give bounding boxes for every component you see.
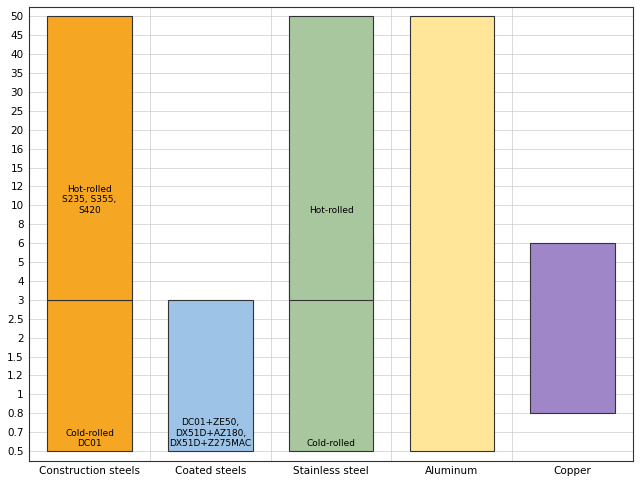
Bar: [531, 243, 615, 413]
Bar: [47, 300, 132, 451]
Bar: [168, 300, 253, 451]
Text: Hot-rolled
S235, S355,
S420: Hot-rolled S235, S355, S420: [62, 185, 116, 215]
Text: Hot-rolled: Hot-rolled: [308, 206, 353, 215]
Bar: [289, 16, 373, 300]
Bar: [410, 16, 494, 451]
Text: Cold-rolled
DC01: Cold-rolled DC01: [65, 429, 114, 448]
Bar: [289, 234, 373, 451]
Text: DC01+ZE50,
DX51D+AZ180,
DX51D+Z275MAC: DC01+ZE50, DX51D+AZ180, DX51D+Z275MAC: [169, 418, 252, 448]
Text: Standard
Thickness for
Sheet Metal
(mm): Standard Thickness for Sheet Metal (mm): [23, 0, 101, 2]
Text: Cold-rolled: Cold-rolled: [307, 439, 356, 448]
Bar: [47, 16, 132, 300]
